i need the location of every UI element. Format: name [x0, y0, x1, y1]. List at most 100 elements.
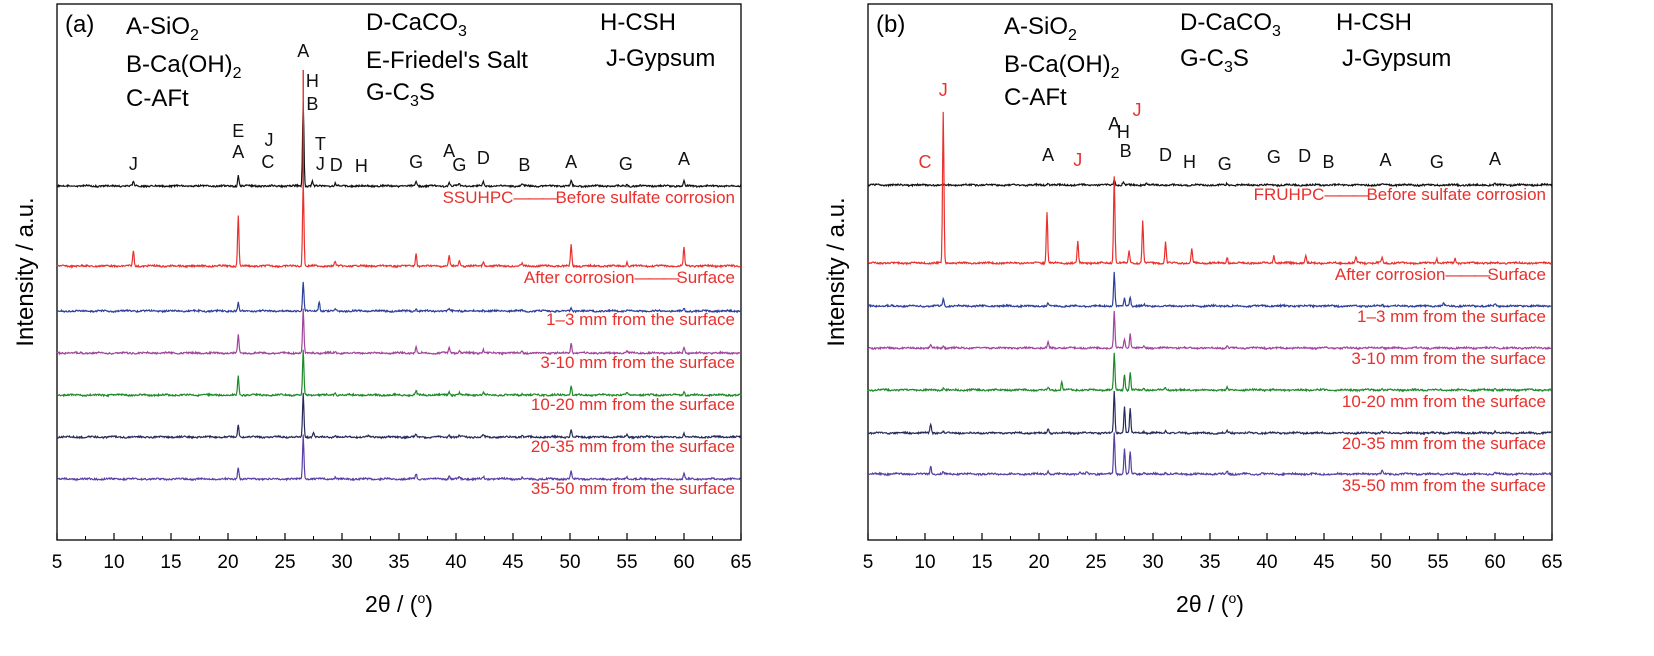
peak-annotation: G [619, 154, 633, 174]
x-tick-label: 15 [971, 552, 992, 573]
legend-entry: A-SiO2 [126, 13, 199, 44]
series-line [56, 181, 742, 269]
series-line [867, 271, 1552, 309]
x-tick-label: 10 [914, 552, 935, 573]
legend-entry: J-Gypsum [1342, 45, 1451, 72]
x-tick-label: 20 [217, 552, 238, 573]
legend-entry: G-C3S [1180, 45, 1249, 76]
series-label: After corrosion———Surface [1335, 265, 1546, 284]
x-tick-label: 40 [1256, 552, 1277, 573]
series-line [56, 392, 742, 440]
series-label: 35-50 mm from the surface [531, 479, 735, 498]
peak-annotation: D [1298, 146, 1311, 166]
x-tick-label: 30 [331, 552, 352, 573]
peak-annotation: G [1430, 152, 1444, 172]
x-tick-label: 40 [445, 552, 466, 573]
series-line [57, 434, 742, 482]
legend-entry: G-C3S [366, 79, 435, 110]
legend-entry: C-AFt [126, 85, 189, 112]
series-line [867, 390, 1553, 436]
peak-annotation: A [1042, 145, 1054, 165]
peak-annotation: C [919, 152, 932, 172]
y-axis-label: Intensity / a.u. [823, 197, 850, 346]
series-line [867, 352, 1553, 393]
legend-entry: J-Gypsum [606, 45, 715, 72]
x-tick-label: 55 [1427, 552, 1448, 573]
series-line [867, 111, 1553, 266]
series-line [867, 310, 1552, 351]
legend-entry: H-CSH [1336, 9, 1412, 36]
panel-label: (b) [876, 11, 905, 38]
x-axis-label: 2θ / (o) [365, 590, 433, 617]
series-line [56, 308, 741, 356]
series-label: 20-35 mm from the surface [1342, 434, 1546, 453]
series-line [867, 176, 1553, 188]
x-tick-label: 65 [730, 552, 751, 573]
peak-annotation: H [306, 71, 319, 91]
x-tick-label: 60 [1484, 552, 1505, 573]
peak-annotation: J [1133, 100, 1142, 120]
series-label: FRUHPC———Before sulfate corrosion [1254, 185, 1546, 204]
panel-label: (a) [65, 11, 94, 38]
series-label: 1–3 mm from the surface [1357, 307, 1546, 326]
peak-annotation: B [1120, 141, 1132, 161]
legend-entry: D-CaCO3 [366, 9, 467, 40]
peak-annotation: A [678, 149, 690, 169]
series-label: 20-35 mm from the surface [531, 437, 735, 456]
peak-annotation: J [939, 80, 948, 100]
x-axis-label: 2θ / (o) [1176, 590, 1244, 617]
peak-annotation: G [452, 155, 466, 175]
x-tick-label: 30 [1142, 552, 1163, 573]
peak-annotation: A [565, 152, 577, 172]
series-label: SSUHPC———Before sulfate corrosion [443, 188, 735, 207]
legend-entry: E-Friedel's Salt [366, 47, 528, 74]
peak-annotation: A [1108, 114, 1120, 134]
legend-entry: A-SiO2 [1004, 13, 1077, 44]
peak-annotation: A [232, 142, 244, 162]
x-tick-label: 35 [388, 552, 409, 573]
peak-annotation: H [355, 156, 368, 176]
peak-annotation: A [1489, 149, 1501, 169]
chart-panel-b: 5 10 15 20 25 30 35 40 45 50 55 60 65 2θ / (o) Intensi… [823, 3, 1563, 617]
x-tick-label: 5 [52, 552, 63, 573]
peak-annotation: A [443, 141, 455, 161]
legend-entry: B-Ca(OH)2 [1004, 51, 1120, 82]
series-label: 10-20 mm from the surface [531, 395, 735, 414]
x-tick-label: 50 [559, 552, 580, 573]
y-axis-label: Intensity / a.u. [12, 197, 39, 346]
peak-annotation: G [409, 152, 423, 172]
x-tick-label: 10 [103, 552, 124, 573]
peak-annotation: H [1183, 152, 1196, 172]
series-label: 3-10 mm from the surface [540, 353, 735, 372]
x-tick-label: 45 [502, 552, 523, 573]
peak-annotation: B [306, 94, 318, 114]
series-label: 10-20 mm from the surface [1342, 392, 1546, 411]
x-tick-label: 45 [1313, 552, 1334, 573]
peak-annotation: G [1267, 147, 1281, 167]
peak-annotation: D [330, 155, 343, 175]
peak-annotation: E [232, 121, 244, 141]
chart-panel-a: 5 10 15 20 25 30 35 40 45 50 55 60 65 2θ / (o) Intensi… [12, 3, 752, 617]
legend-entry: C-AFt [1004, 84, 1067, 111]
x-tick-label: 50 [1370, 552, 1391, 573]
series-line [57, 281, 742, 314]
legend-entry: B-Ca(OH)2 [126, 51, 242, 82]
series-line [867, 432, 1553, 477]
legend-entry: D-CaCO3 [1180, 9, 1281, 40]
x-tick-label: 20 [1028, 552, 1049, 573]
x-tick-label: 15 [160, 552, 181, 573]
peak-annotation: A [1380, 150, 1392, 170]
x-tick-label: 25 [274, 552, 295, 573]
series-line [57, 101, 742, 189]
x-tick-label: 5 [863, 552, 874, 573]
x-tick-label: 35 [1199, 552, 1220, 573]
x-tick-label: 55 [616, 552, 637, 573]
peak-annotation: D [1159, 145, 1172, 165]
peak-annotation: J [265, 130, 274, 150]
peak-annotation: B [1323, 152, 1335, 172]
x-tick-label: 65 [1541, 552, 1562, 573]
peak-annotation: H [1117, 122, 1130, 142]
peak-annotation: A [297, 41, 309, 61]
peak-annotation: D [477, 148, 490, 168]
